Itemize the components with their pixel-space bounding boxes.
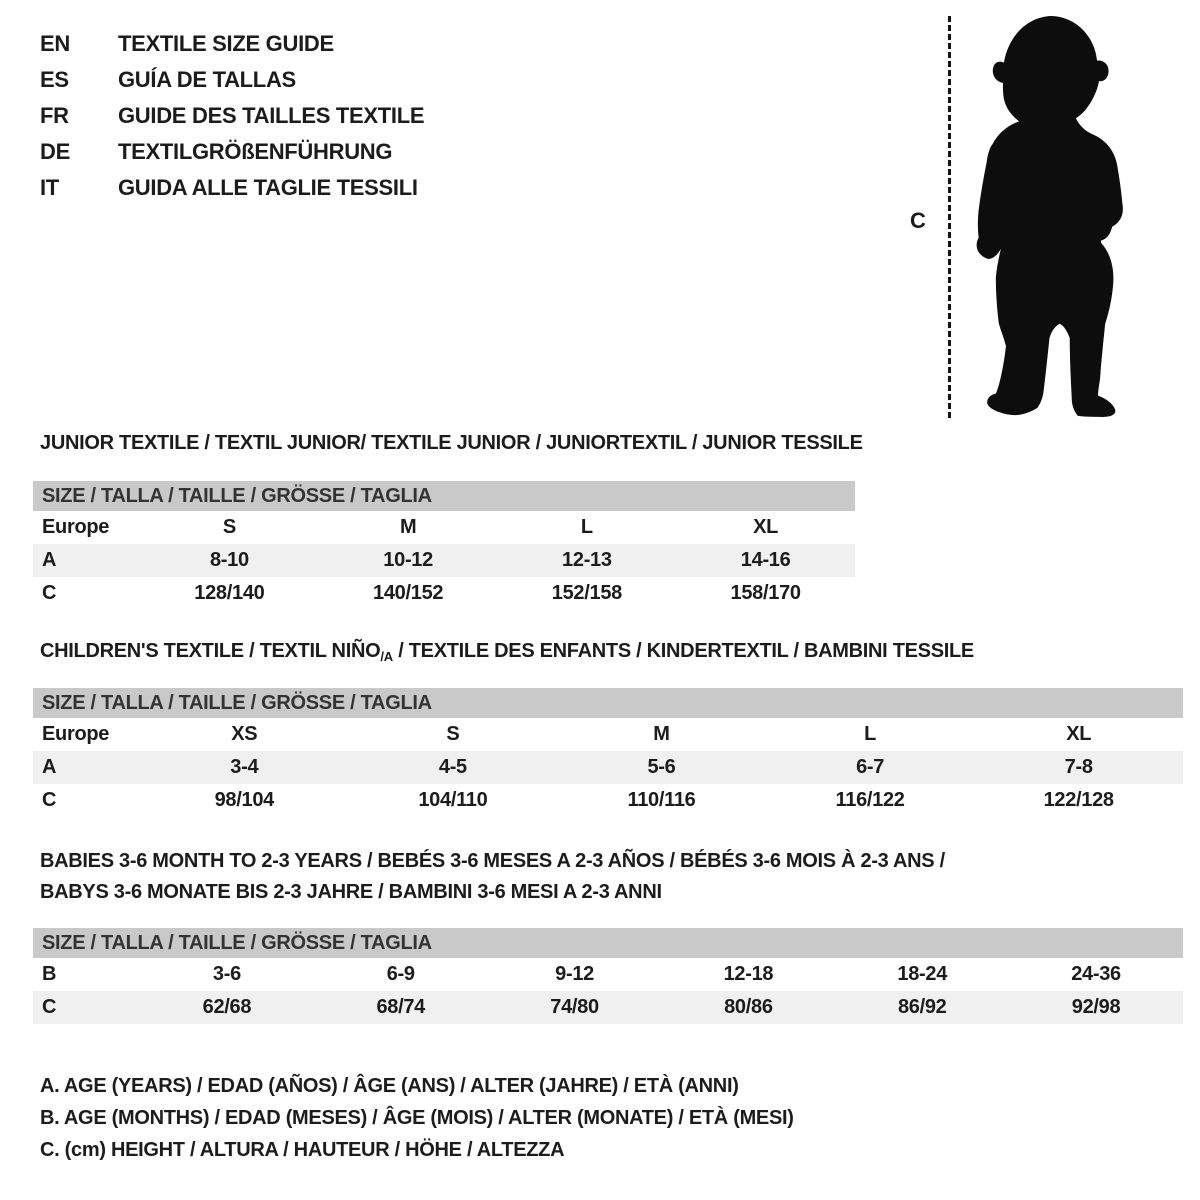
height-cell: 128/140: [194, 582, 265, 604]
language-row-it: IT GUIDA ALLE TAGLIE TESSILI: [40, 170, 424, 206]
size-cell: M: [653, 723, 670, 745]
row-label: Europe: [42, 516, 110, 538]
babies-title-line1: BABIES 3-6 MONTH TO 2-3 YEARS / BEBÉS 3-…: [40, 850, 945, 872]
height-cell: 140/152: [373, 582, 444, 604]
height-cell: 116/122: [835, 789, 905, 811]
language-label: GUIDE DES TAILLES TEXTILE: [118, 103, 425, 128]
age-cell: 3-4: [230, 756, 259, 778]
language-label: GUIDA ALLE TAGLIE TESSILI: [118, 175, 418, 200]
children-title-text: CHILDREN'S TEXTILE / TEXTIL NIÑO: [40, 640, 381, 662]
size-table-header: SIZE / TALLA / TAILLE / GRÖSSE / TAGLIA: [33, 481, 855, 511]
toddler-silhouette-image: [976, 16, 1123, 417]
height-cell: 158/170: [730, 582, 802, 604]
size-cell: XL: [753, 516, 779, 538]
height-cell: 122/128: [1043, 789, 1115, 811]
age-cell: 12-18: [723, 963, 774, 985]
children-title-text: / TEXTILE DES ENFANTS / KINDERTEXTIL / B…: [392, 640, 974, 662]
age-cell: 9-12: [555, 963, 594, 985]
babies-section-title: BABIES 3-6 MONTH TO 2-3 YEARS / BEBÉS 3-…: [40, 846, 945, 908]
table-row-height-cm: C 98/104 104/110 110/116 116/122 122/128: [33, 784, 1183, 817]
age-cell: 7-8: [1064, 756, 1093, 778]
language-row-fr: FR GUIDE DES TAILLES TEXTILE: [40, 98, 425, 134]
language-row-en: EN TEXTILE SIZE GUIDE: [40, 26, 424, 62]
height-measure-dashed-line: [948, 16, 951, 418]
row-label: A: [42, 549, 57, 571]
size-cell: M: [399, 516, 417, 538]
height-cell: 104/110: [418, 789, 488, 811]
language-code: IT: [40, 175, 59, 200]
language-row-de: DE TEXTILGRÖßENFÜHRUNG: [40, 134, 424, 170]
table-row-europe: Europe S M L XL: [33, 511, 855, 544]
table-row-age-years: A 8-10 10-12 12-13 14-16: [33, 544, 855, 577]
junior-section-title: JUNIOR TEXTILE / TEXTIL JUNIOR/ TEXTILE …: [40, 432, 863, 454]
height-cell: 110/116: [627, 789, 696, 811]
age-cell: 4-5: [438, 756, 467, 778]
height-cell: 92/98: [1071, 996, 1121, 1018]
age-cell: 6-9: [386, 963, 415, 985]
row-label: A: [42, 756, 57, 778]
legend-line-c: C. (cm) HEIGHT / ALTURA / HAUTEUR / HÖHE…: [40, 1139, 565, 1161]
height-cell: 80/86: [724, 996, 773, 1018]
table-row-age-months: B 3-6 6-9 9-12 12-18 18-24 24-36: [33, 958, 1183, 991]
age-cell: 24-36: [1071, 963, 1121, 985]
legend-line-a: A. AGE (YEARS) / EDAD (AÑOS) / ÂGE (ANS)…: [40, 1075, 739, 1097]
children-section-title: CHILDREN'S TEXTILE / TEXTIL NIÑO/A / TEX…: [40, 640, 974, 664]
table-row-europe: Europe XS S M L XL: [33, 718, 1183, 751]
language-label: TEXTILGRÖßENFÜHRUNG: [118, 139, 393, 164]
legend-line-b: B. AGE (MONTHS) / EDAD (MESES) / ÂGE (MO…: [40, 1107, 794, 1129]
language-title-list: EN TEXTILE SIZE GUIDE ES GUÍA DE TALLAS …: [40, 26, 425, 206]
height-cell: 86/92: [897, 996, 947, 1018]
height-cell: 74/80: [550, 996, 599, 1018]
language-label: TEXTILE SIZE GUIDE: [118, 31, 334, 56]
table-row-height-cm: C 128/140 140/152 152/158 158/170: [33, 577, 855, 610]
row-label: C: [42, 996, 57, 1018]
age-cell: 8-10: [209, 549, 249, 571]
age-cell: 6-7: [856, 756, 885, 778]
size-cell: XL: [1066, 723, 1092, 745]
age-cell: 18-24: [897, 963, 948, 985]
age-cell: 12-13: [562, 549, 612, 571]
table-row-age-years: A 3-4 4-5 5-6 6-7 7-8: [33, 751, 1183, 784]
height-cell: 68/74: [376, 996, 426, 1018]
row-label: C: [42, 789, 57, 811]
table-row-height-cm: C 62/68 68/74 74/80 80/86 86/92 92/98: [33, 991, 1183, 1024]
junior-size-table: SIZE / TALLA / TAILLE / GRÖSSE / TAGLIA …: [33, 481, 855, 610]
size-cell: S: [222, 516, 236, 538]
size-cell: L: [864, 723, 877, 745]
age-cell: 3-6: [212, 963, 241, 985]
row-label: Europe: [42, 723, 110, 745]
age-cell: 14-16: [740, 549, 791, 571]
size-table-header: SIZE / TALLA / TAILLE / GRÖSSE / TAGLIA: [33, 928, 1183, 958]
babies-title-line2: BABYS 3-6 MONATE BIS 2-3 JAHRE / BAMBINI…: [40, 881, 662, 903]
size-cell: L: [580, 516, 593, 538]
height-cell: 62/68: [202, 996, 252, 1018]
language-code: EN: [40, 31, 70, 56]
children-size-table: SIZE / TALLA / TAILLE / GRÖSSE / TAGLIA …: [33, 688, 1183, 817]
language-row-es: ES GUÍA DE TALLAS: [40, 62, 424, 98]
age-cell: 10-12: [383, 549, 433, 571]
row-label: C: [42, 582, 57, 604]
children-title-subscript: /A: [380, 649, 393, 664]
size-cell: S: [446, 723, 460, 745]
language-code: DE: [40, 139, 70, 164]
height-measure-label: C: [910, 208, 926, 233]
language-code: ES: [40, 67, 69, 92]
size-table-header: SIZE / TALLA / TAILLE / GRÖSSE / TAGLIA: [33, 688, 1183, 718]
row-label: B: [42, 963, 57, 985]
height-cell: 152/158: [551, 582, 623, 604]
size-cell: XS: [231, 723, 258, 745]
language-label: GUÍA DE TALLAS: [118, 67, 296, 92]
babies-size-table: SIZE / TALLA / TAILLE / GRÖSSE / TAGLIA …: [33, 928, 1183, 1024]
height-cell: 98/104: [214, 789, 275, 811]
age-cell: 5-6: [647, 756, 676, 778]
language-code: FR: [40, 103, 69, 128]
measurement-legend: A. AGE (YEARS) / EDAD (AÑOS) / ÂGE (ANS)…: [40, 1070, 794, 1166]
